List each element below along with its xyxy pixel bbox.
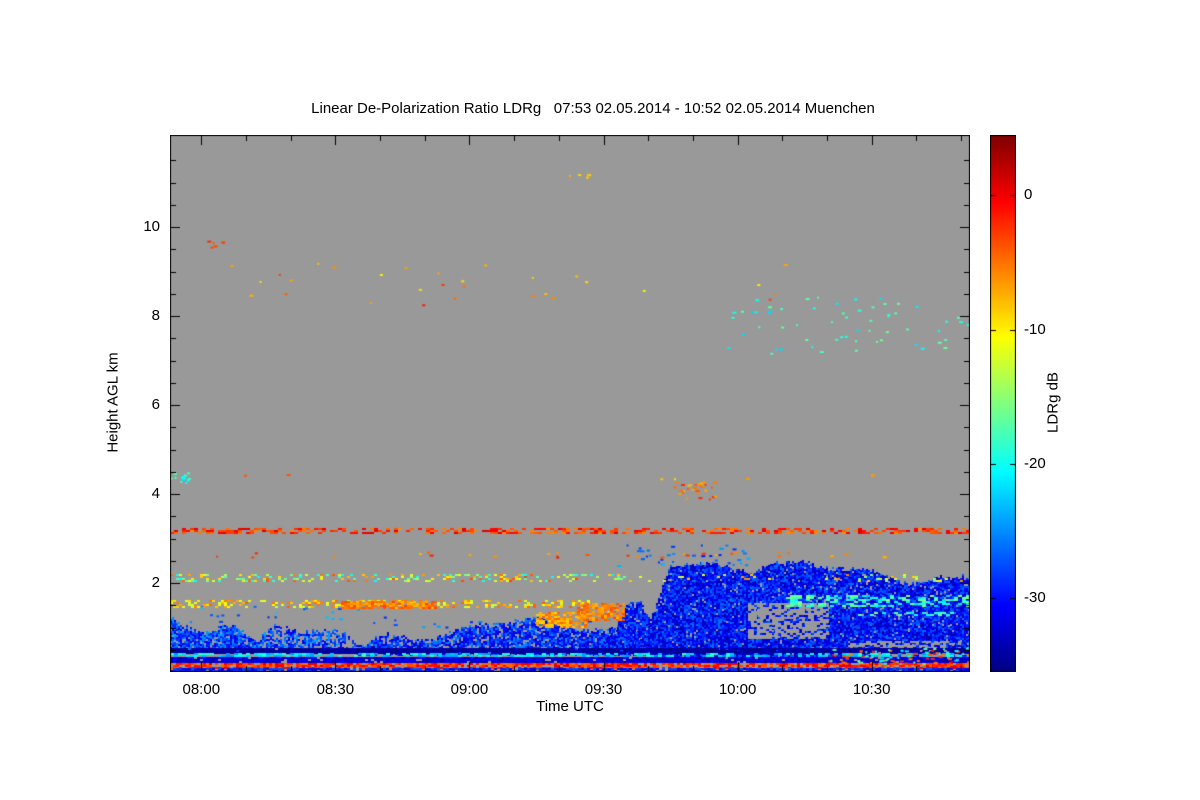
x-tick-label-0800: 08:00 [182,681,221,698]
x-tick-label-0900: 09:00 [450,681,489,698]
x-tick-label-1030: 10:30 [852,681,891,698]
colorbar-tick-label--10: -10 [1024,320,1046,338]
y-tick-label-8: 8 [151,307,160,325]
colorbar-tick-label--30: -30 [1024,589,1046,607]
chart-title: Linear De-Polarization Ratio LDRg 07:53 … [311,100,875,117]
y-tick-label-4: 4 [151,485,160,503]
colorbar-tick-label-0: 0 [1024,186,1033,204]
x-tick-label-0930: 09:30 [584,681,623,698]
y-tick-label-6: 6 [151,396,160,414]
colorbar-canvas [990,135,1016,672]
heatmap-canvas [170,135,970,672]
x-axis-label: Time UTC [536,698,604,715]
y-tick-label-2: 2 [151,574,160,592]
x-tick-label-1000: 10:00 [718,681,757,698]
colorbar-tick-label--20: -20 [1024,454,1046,472]
colorbar-label: LDRg dB [1044,372,1062,433]
x-tick-label-0830: 08:30 [316,681,355,698]
y-tick-label-10: 10 [143,218,160,236]
